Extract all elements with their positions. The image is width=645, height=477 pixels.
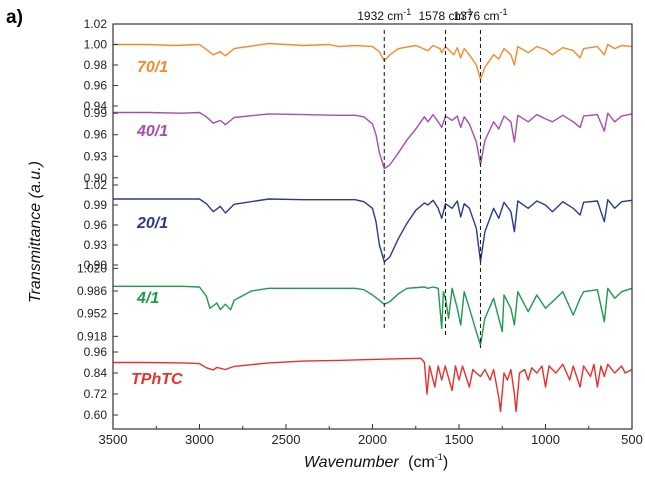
series-line-4 <box>113 357 633 413</box>
x-axis-title-unit-exponent: -1 <box>435 452 443 462</box>
x-axis-title-main: Wavenumber <box>304 454 400 471</box>
series-line-2 <box>113 198 633 263</box>
y-tick-label: 0.84 <box>84 366 108 380</box>
series-label-4: TPhTC <box>131 371 183 388</box>
reference-line-label: 1932 cm-1 <box>357 7 411 23</box>
x-tick-label: 2000 <box>358 432 387 447</box>
y-tick-label: 0.99 <box>84 106 108 120</box>
y-tick-label: 0.94 <box>84 99 108 113</box>
x-tick-label: 3000 <box>185 432 214 447</box>
y-tick-label: 0.918 <box>77 329 107 343</box>
reference-line-label-exponent: -1 <box>499 7 507 17</box>
y-tick-label: 0.952 <box>77 307 107 321</box>
x-axis-title-unit: (cm <box>408 454 435 471</box>
series-band-2: 1.02 0.99 0.96 0.93 0.90 20/1 <box>84 178 633 272</box>
x-axis-title: Wavenumber (cm-1) <box>304 452 448 471</box>
x-tick-label: 3500 <box>99 432 128 447</box>
reference-line-label-value: 1376 cm <box>453 9 499 23</box>
reference-line-label-value: 1932 cm <box>357 9 403 23</box>
reference-line-label-value: 1578 cm <box>418 9 464 23</box>
y-tick-label: 1.00 <box>84 38 108 52</box>
series-band-0: 1.02 1.00 0.98 0.96 0.94 70/1 <box>84 17 633 113</box>
series-line-3 <box>113 285 633 346</box>
series-band-4: 0.96 0.84 0.72 0.60 TPhTC <box>84 345 633 422</box>
y-tick-label: 0.90 <box>84 171 108 185</box>
series-label-2: 20/1 <box>136 215 168 232</box>
y-tick-label: 1.02 <box>84 178 108 192</box>
y-tick-label: 0.90 <box>84 258 108 272</box>
series-label-1: 40/1 <box>136 123 168 140</box>
y-tick-label: 0.72 <box>84 387 108 401</box>
y-tick-label: 0.98 <box>84 58 108 72</box>
y-tick-label: 0.99 <box>84 198 108 212</box>
series-band-1: 0.99 0.96 0.93 0.90 40/1 <box>84 106 633 185</box>
y-axis-title: Transmittance (a.u.) <box>27 161 44 303</box>
y-tick-label: 0.93 <box>84 149 108 163</box>
y-tick-label: 0.96 <box>84 218 108 232</box>
reference-line-label: 1578 cm-1 <box>418 7 472 23</box>
x-tick-label: 500 <box>621 432 643 447</box>
reference-line-label-exponent: -1 <box>465 7 473 17</box>
panel-label: a) <box>6 7 23 28</box>
series-label-3: 4/1 <box>136 290 159 307</box>
series-line-1 <box>113 111 633 170</box>
x-tick-label: 1000 <box>531 432 560 447</box>
series-bands: 1.02 1.00 0.98 0.96 0.94 70/1 0.99 0.96 0.93 0.90… <box>77 17 633 422</box>
y-tick-label: 0.60 <box>84 408 108 422</box>
x-axis-title-unit-close: ) <box>443 454 448 471</box>
y-tick-label: 1.02 <box>84 17 108 31</box>
series-band-3: 1.020 0.986 0.952 0.918 4/1 <box>77 261 633 346</box>
x-tick-label: 1500 <box>445 432 474 447</box>
x-axis: 3500 3000 2500 2000 1500 1000 500 <box>99 424 643 447</box>
y-tick-label: 0.93 <box>84 238 108 252</box>
series-label-0: 70/1 <box>137 59 168 76</box>
reference-line-label: 1376 cm-1 <box>453 7 507 23</box>
plot-border <box>112 23 633 430</box>
y-tick-label: 0.96 <box>84 128 108 142</box>
y-tick-label: 0.986 <box>77 284 107 298</box>
y-tick-label: 0.96 <box>84 345 108 359</box>
series-line-0 <box>113 42 633 80</box>
y-tick-label: 1.020 <box>77 261 107 275</box>
reference-line-label-exponent: -1 <box>403 7 411 17</box>
y-tick-label: 0.96 <box>84 79 108 93</box>
plot-frame <box>112 23 633 430</box>
x-tick-label: 2500 <box>272 432 301 447</box>
